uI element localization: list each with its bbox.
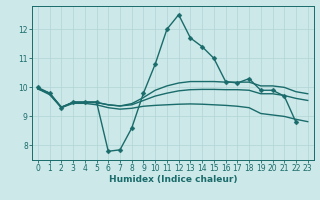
X-axis label: Humidex (Indice chaleur): Humidex (Indice chaleur)	[108, 175, 237, 184]
